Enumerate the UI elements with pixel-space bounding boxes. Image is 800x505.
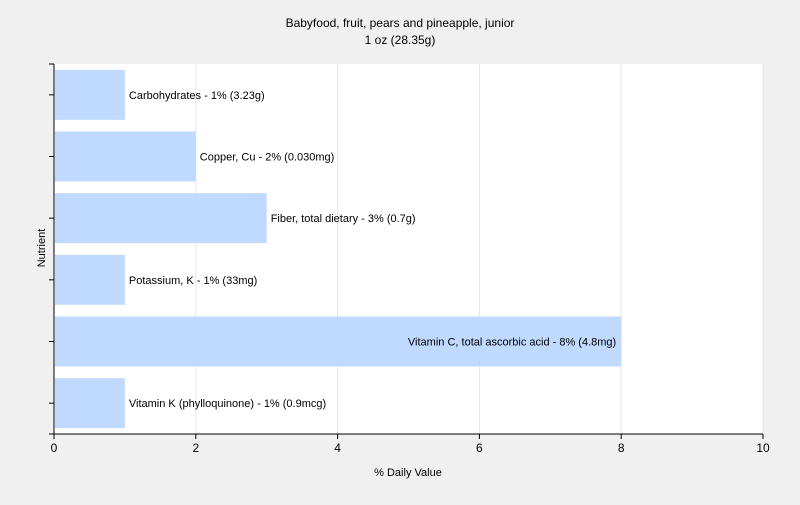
x-tick-label: 2 [192,441,199,455]
chart-title: Babyfood, fruit, pears and pineapple, ju… [286,16,515,30]
chart-subtitle: 1 oz (28.35g) [365,33,436,47]
plot-area [54,64,763,434]
grid-lines [195,64,764,434]
x-tick-label: 6 [476,441,483,455]
bar [55,193,267,244]
bar-label: Potassium, K - 1% (33mg) [129,275,257,287]
bar-labels: Carbohydrates - 1% (3.23g) Copper, Cu - 2… [129,90,616,410]
x-axis-label: % Daily Value [374,467,442,479]
bar [55,254,125,305]
bar-label: Vitamin C, total ascorbic acid - 8% (4.8… [408,337,616,349]
bar-label: Vitamin K (phylloquinone) - 1% (0.9mcg) [129,398,326,410]
bar-label: Carbohydrates - 1% (3.23g) [129,90,265,102]
bar [55,316,622,367]
bars [55,69,622,429]
x-tick-label: 10 [756,441,770,455]
x-tick-label: 4 [334,441,341,455]
bar-label: Fiber, total dietary - 3% (0.7g) [271,213,416,225]
x-tick-label: 8 [618,441,625,455]
bar [55,69,125,120]
y-axis-label: Nutrient [36,229,48,268]
bar-label: Copper, Cu - 2% (0.030mg) [200,152,335,164]
x-tick-label: 0 [51,441,58,455]
bar [55,131,196,182]
axes: 0 2 4 6 8 10 [49,63,770,455]
bar [55,378,125,429]
